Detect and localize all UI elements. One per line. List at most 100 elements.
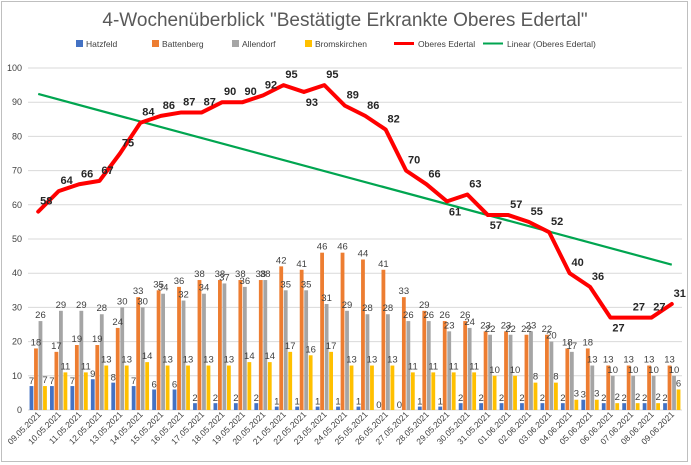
bar-allendorf [365,314,370,410]
data-label-bromskirchen: 13 [203,355,214,366]
bar-bromskirchen [594,399,599,410]
bar-bromskirchen [63,372,68,410]
data-label-battenberg: 46 [317,242,328,253]
y-tick-label: 0 [17,405,22,415]
data-label-hatzfeld: 0 [376,400,381,411]
data-label-hatzfeld: 7 [70,376,75,387]
data-label-bromskirchen: 11 [408,361,418,372]
bars [29,252,681,410]
data-label-allendorf: 10 [628,365,639,376]
y-axis: 0 10 20 30 40 50 60 70 80 90 100 [7,63,22,415]
legend-label: Hatzfeld [86,39,117,49]
bar-hatzfeld [274,406,279,410]
bar-bromskirchen [145,362,150,410]
data-label-allendorf: 32 [178,290,189,301]
data-label-oberes-edertal: 27 [633,302,645,314]
y-tick-label: 90 [12,97,22,107]
bar-allendorf [242,286,247,410]
bar-allendorf [140,307,145,410]
bar-bromskirchen [635,403,640,410]
bar-allendorf [467,327,472,410]
bar-hatzfeld [336,406,340,410]
data-label-battenberg: 13 [644,355,655,366]
data-label-battenberg: 26 [460,310,471,321]
bar-allendorf [38,321,43,410]
y-tick-label: 100 [7,63,22,73]
bar-allendorf [631,375,636,410]
bar-allendorf [529,331,533,410]
data-label-bromskirchen: 7 [42,375,47,386]
legend: Hatzfeld Battenberg Allendorf Bromskirchen O… [76,39,596,49]
bar-battenberg [320,252,324,410]
data-label-bromskirchen: 17 [285,341,296,352]
data-label-bromskirchen: 6 [676,378,681,389]
bar-bromskirchen [451,372,456,410]
data-label-battenberg: 42 [276,255,287,266]
data-label-oberes-edertal: 67 [101,165,113,177]
data-label-hatzfeld: 1 [417,397,422,408]
y-tick-label: 20 [12,337,22,347]
bar-hatzfeld [233,403,238,410]
data-label-oberes-edertal: 75 [122,138,134,150]
data-label-bromskirchen: 14 [244,351,255,362]
data-label-battenberg: 41 [378,259,389,270]
bar-allendorf [304,290,309,410]
bar-battenberg [585,348,590,410]
data-label-battenberg: 38 [215,269,226,280]
bar-hatzfeld [172,389,177,410]
data-label-oberes-edertal: 36 [592,271,604,283]
bar-bromskirchen [410,372,415,410]
bar-battenberg [647,365,651,410]
data-label-bromskirchen: 11 [428,361,438,372]
data-label-oberes-edertal: 86 [163,100,175,112]
bar-battenberg [177,286,181,410]
data-label-hatzfeld: 1 [274,397,279,408]
bar-battenberg [626,365,631,410]
data-label-bromskirchen: 13 [162,355,173,366]
bar-bromskirchen [370,365,374,410]
bar-battenberg [299,269,304,410]
bar-hatzfeld [90,379,95,410]
bar-allendorf [651,375,656,410]
data-label-battenberg: 35 [153,279,164,290]
data-label-oberes-edertal: 58 [40,196,52,208]
data-label-allendorf: 10 [607,365,618,376]
data-label-allendorf: 28 [383,303,394,314]
bar-allendorf [283,290,288,410]
bar-battenberg [95,345,100,410]
bar-allendorf [508,334,513,410]
data-label-allendorf: 22 [505,324,516,335]
bar-bromskirchen [533,382,538,410]
data-label-hatzfeld: 2 [560,393,565,404]
data-label-hatzfeld: 1 [315,397,320,408]
bar-allendorf [324,303,329,410]
data-label-hatzfeld: 1 [438,397,443,408]
data-label-allendorf: 13 [587,355,598,366]
data-label-oberes-edertal: 95 [326,69,338,81]
data-label-oberes-edertal: 57 [510,199,522,211]
data-label-battenberg: 22 [542,324,553,335]
bar-hatzfeld [213,403,218,410]
data-label-allendorf: 17 [567,341,578,352]
data-label-hatzfeld: 2 [519,393,524,404]
data-label-oberes-edertal: 92 [265,79,277,91]
bar-hatzfeld [131,386,136,410]
data-label-allendorf: 26 [403,310,414,321]
bar-hatzfeld [663,403,667,410]
bar-allendorf [99,314,104,410]
bar-bromskirchen [288,351,293,410]
data-label-oberes-edertal: 84 [142,107,155,119]
legend-label: Oberes Edertal [418,39,475,49]
data-label-allendorf: 22 [485,324,496,335]
data-label-allendorf: 26 [35,310,46,321]
data-label-oberes-edertal: 89 [347,90,359,102]
bar-hatzfeld [520,403,524,410]
legend-label: Battenberg [162,39,204,49]
data-label-oberes-edertal: 90 [224,86,236,98]
bar-allendorf [79,310,84,410]
data-label-bromskirchen: 14 [264,351,275,362]
data-label-battenberg: 36 [174,276,185,287]
data-label-hatzfeld: 2 [254,393,259,404]
bar-battenberg [34,348,38,410]
data-label-hatzfeld: 6 [151,379,156,390]
